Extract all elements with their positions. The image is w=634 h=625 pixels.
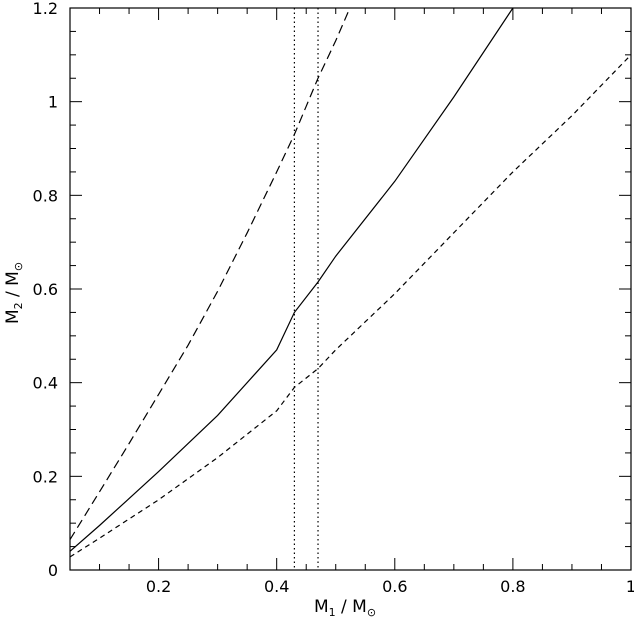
y-tick-label: 1 <box>48 93 58 112</box>
x-tick-label: 1 <box>626 577 634 596</box>
x-axis-label: M1 / M⊙ <box>314 597 376 619</box>
x-tick-label: 0.6 <box>382 577 407 596</box>
y-tick-label: 0.8 <box>33 186 58 205</box>
series-line-solid <box>70 8 514 552</box>
y-tick-label: 1.2 <box>33 0 58 18</box>
y-tick-label: 0.2 <box>33 467 58 486</box>
series-line-short-dash <box>70 54 631 558</box>
y-tick-label: 0 <box>48 561 58 580</box>
x-tick-label: 0.8 <box>500 577 525 596</box>
y-tick-label: 0.6 <box>33 280 58 299</box>
x-tick-label: 0.4 <box>264 577 289 596</box>
series-line-long-dash <box>70 8 351 540</box>
x-tick-label: 0.2 <box>146 577 171 596</box>
plot-frame <box>69 7 632 571</box>
y-tick-label: 0.4 <box>33 374 58 393</box>
y-axis-label: M2 / M⊙ <box>3 262 25 324</box>
